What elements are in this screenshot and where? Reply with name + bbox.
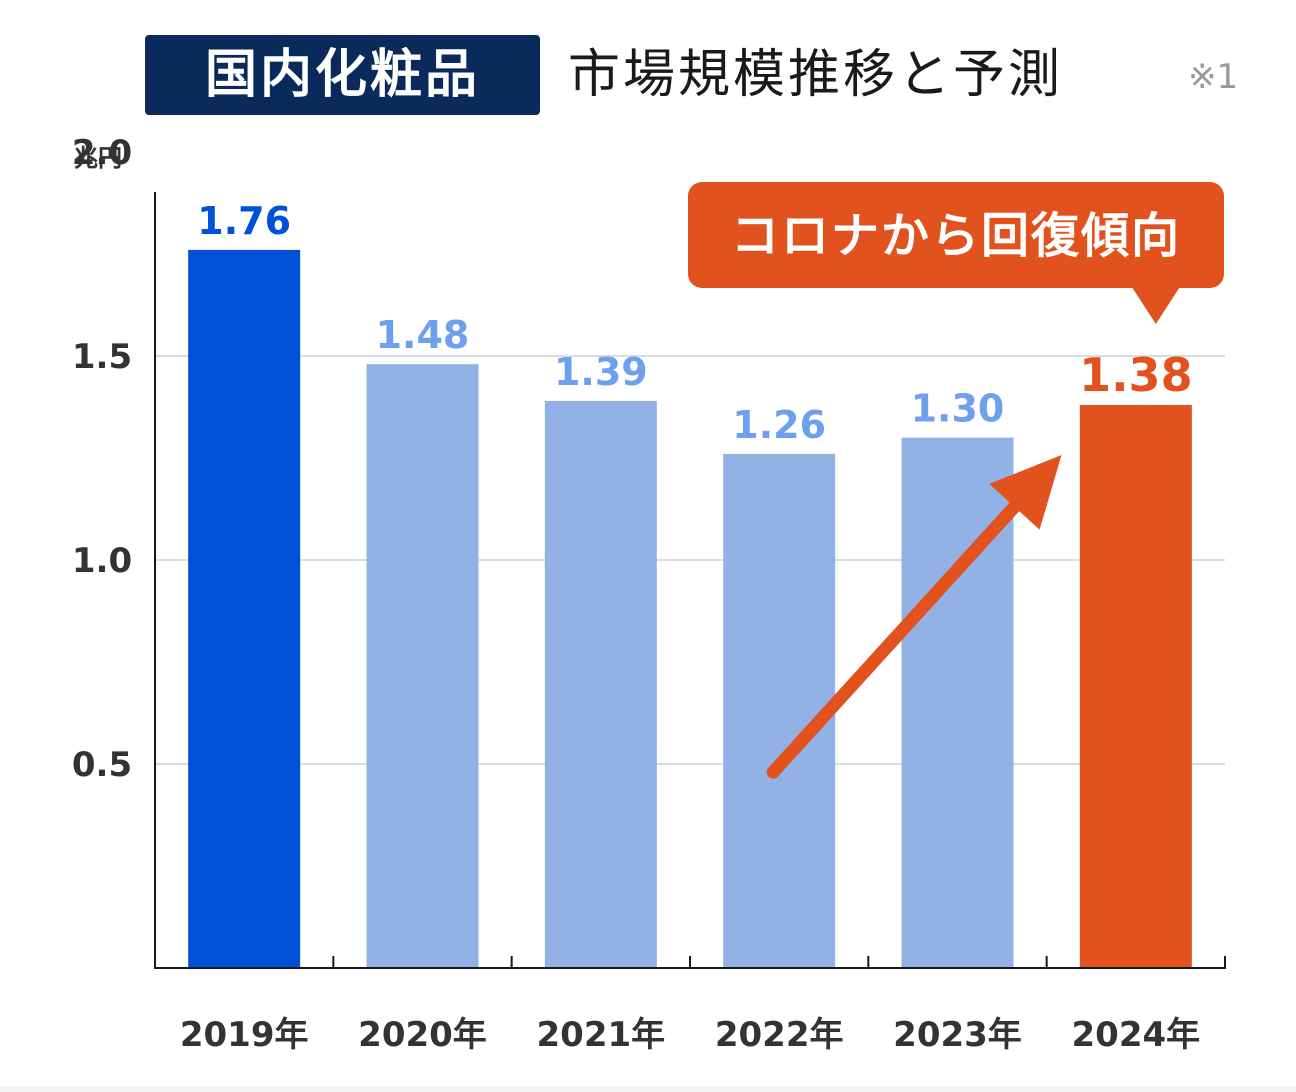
bar-2024年: [1079, 404, 1192, 969]
bar-2022年: [723, 453, 836, 968]
bar-2021年: [544, 400, 657, 968]
data-label: 1.39: [554, 350, 648, 394]
trend-arrow-shaft: [766, 497, 1024, 779]
x-tick-label: 2019年: [180, 1015, 309, 1055]
y-tick-label: 1.0: [72, 541, 132, 581]
bar-2020年: [366, 364, 479, 968]
y-tick-label: 1.5: [72, 337, 132, 377]
y-axis-unit: 兆円: [74, 144, 122, 172]
y-tick-label: 2.0: [72, 133, 132, 173]
data-label: 1.38: [1079, 348, 1193, 402]
x-tick-label: 2022年: [715, 1015, 844, 1055]
footnote-marker: ※1: [1188, 57, 1239, 97]
callout-text: コロナから回復傾向: [731, 208, 1181, 264]
x-tick-label: 2020年: [358, 1015, 487, 1055]
x-tick-label: 2024年: [1072, 1015, 1201, 1055]
data-label: 1.30: [911, 387, 1005, 431]
data-label: 1.48: [376, 313, 470, 357]
callout-pointer: [1131, 287, 1180, 324]
y-tick-label: 0.5: [72, 745, 132, 785]
title-badge: 国内化粧品: [145, 35, 540, 115]
x-tick-label: 2023年: [893, 1015, 1022, 1055]
callout-box: [688, 182, 1224, 288]
data-label: 1.76: [197, 199, 291, 243]
chart-title: 市場規模推移と予測: [568, 45, 1064, 105]
data-label: 1.26: [732, 403, 826, 447]
bar-2019年: [188, 249, 301, 969]
bottom-strip: [0, 1086, 1296, 1092]
x-tick-label: 2021年: [537, 1015, 666, 1055]
trend-arrow-head: [989, 455, 1062, 530]
